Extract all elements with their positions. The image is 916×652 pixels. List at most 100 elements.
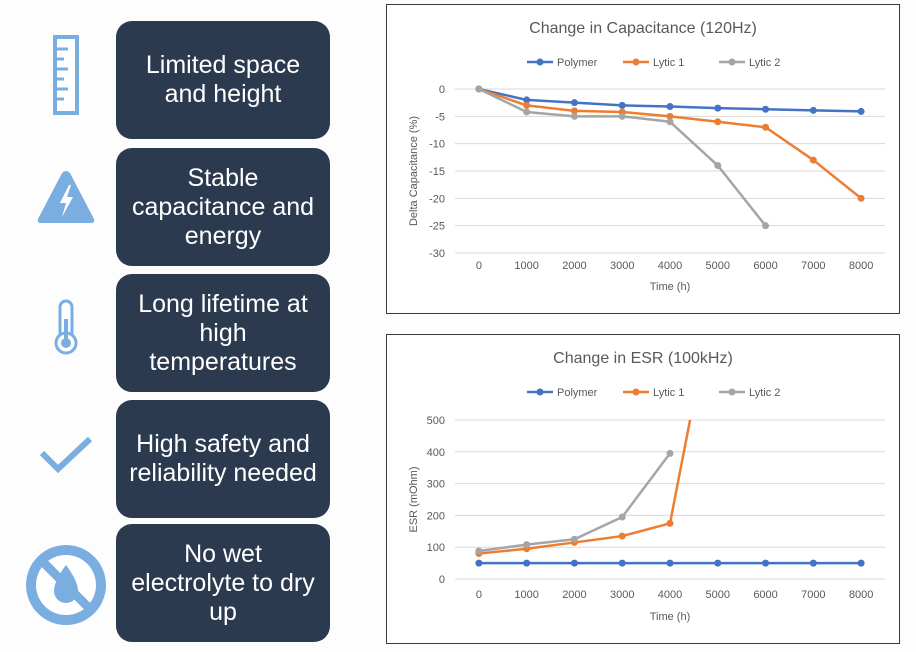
data-point-lytic-1-8 — [857, 194, 865, 202]
data-point-lytic-2-3 — [618, 112, 626, 120]
chart-title: Change in Capacitance (120Hz) — [529, 20, 757, 37]
data-point-lytic-2-6 — [762, 222, 770, 230]
data-point-lytic-2-1 — [523, 108, 531, 116]
data-point-polymer-2 — [570, 99, 578, 107]
series-line-lytic-1 — [478, 419, 692, 555]
x-tick-label-7: 7000 — [801, 589, 825, 601]
y-tick-label-2: -10 — [429, 139, 445, 151]
capacitance-chart: Change in Capacitance (120Hz) Polymer Lyti… — [408, 20, 885, 293]
legend-label-1: Lytic 1 — [653, 387, 684, 399]
data-point-polymer-7 — [809, 106, 817, 114]
feature-long-lifetime: Long lifetime at high temperatures — [116, 274, 330, 392]
x-tick-label-5: 5000 — [706, 589, 730, 601]
data-point-polymer-2 — [570, 559, 578, 567]
y-tick-label-3: 300 — [427, 479, 445, 491]
x-tick-label-8: 8000 — [849, 589, 873, 601]
data-point-lytic-1-6 — [762, 123, 770, 131]
esr-chart-frame: Change in ESR (100kHz) Polymer Lytic 1 Lyti… — [386, 334, 900, 644]
data-point-lytic-1-4 — [666, 112, 674, 120]
data-point-polymer-8 — [857, 107, 865, 115]
legend-marker-1 — [632, 58, 640, 66]
x-axis-label: Time (h) — [650, 611, 691, 623]
y-tick-label-1: -5 — [435, 111, 445, 123]
y-axis-label: Delta Capacitance (%) — [408, 116, 420, 226]
y-tick-label-0: 0 — [439, 574, 445, 586]
x-tick-label-4: 4000 — [658, 589, 682, 601]
feature-no-wet-electrolyte: No wet electrolyte to dry up — [116, 524, 330, 642]
legend-label-2: Lytic 2 — [749, 57, 780, 69]
no-liquid-drop-icon — [24, 540, 108, 630]
data-point-lytic-2-4 — [666, 449, 674, 457]
x-tick-label-7: 7000 — [801, 260, 825, 272]
y-axis-label: ESR (mOhm) — [408, 467, 420, 533]
x-tick-label-1: 1000 — [514, 589, 538, 601]
x-tick-label-5: 5000 — [706, 260, 730, 272]
x-tick-label-3: 3000 — [610, 260, 634, 272]
y-tick-label-0: 0 — [439, 84, 445, 96]
legend-marker-2 — [728, 388, 736, 396]
x-tick-label-0: 0 — [476, 260, 482, 272]
x-tick-label-6: 6000 — [753, 260, 777, 272]
data-point-polymer-6 — [762, 559, 770, 567]
feature-text: High safety and reliability needed — [129, 430, 317, 487]
legend-label-0: Polymer — [557, 57, 598, 69]
data-point-polymer-4 — [666, 559, 674, 567]
data-point-polymer-3 — [618, 101, 626, 109]
data-point-lytic-2-1 — [523, 541, 531, 549]
x-tick-label-8: 8000 — [849, 260, 873, 272]
checkmark-icon — [24, 410, 108, 500]
data-point-lytic-2-5 — [714, 162, 722, 170]
data-point-lytic-2-2 — [570, 112, 578, 120]
y-tick-label-5: -25 — [429, 221, 445, 233]
data-point-lytic-1-1 — [523, 101, 531, 109]
esr-chart: Change in ESR (100kHz) Polymer Lytic 1 Lyti… — [408, 350, 885, 623]
data-point-polymer-4 — [666, 102, 674, 110]
data-point-lytic-1-7 — [809, 156, 817, 164]
feature-text: Limited space and height — [145, 51, 301, 108]
data-point-lytic-2-3 — [618, 513, 626, 521]
data-point-polymer-7 — [809, 559, 817, 567]
legend-marker-1 — [632, 388, 640, 396]
legend-label-2: Lytic 2 — [749, 387, 780, 399]
y-tick-label-4: -20 — [429, 193, 445, 205]
feature-text: No wet electrolyte to dry up — [131, 539, 315, 626]
data-point-polymer-6 — [762, 105, 770, 113]
x-tick-label-0: 0 — [476, 589, 482, 601]
x-tick-label-2: 2000 — [562, 589, 586, 601]
ruler-icon — [24, 30, 108, 120]
data-point-lytic-2-0 — [475, 85, 483, 93]
x-tick-label-6: 6000 — [753, 589, 777, 601]
data-point-polymer-0 — [475, 559, 483, 567]
x-tick-label-1: 1000 — [514, 260, 538, 272]
y-tick-label-5: 500 — [427, 415, 445, 427]
feature-stable-capacitance: Stable capacitance and energy — [116, 148, 330, 266]
y-tick-label-3: -15 — [429, 166, 445, 178]
x-tick-label-3: 3000 — [610, 589, 634, 601]
data-point-polymer-5 — [714, 104, 722, 112]
chart-title: Change in ESR (100kHz) — [553, 350, 733, 367]
x-axis-label: Time (h) — [650, 281, 691, 293]
feature-text: Stable capacitance and energy — [131, 163, 315, 250]
data-point-lytic-1-3 — [618, 532, 626, 540]
data-point-lytic-1-4 — [666, 519, 674, 527]
legend-marker-0 — [536, 388, 544, 396]
legend-label-0: Polymer — [557, 387, 598, 399]
y-tick-label-4: 400 — [427, 447, 445, 459]
data-point-polymer-5 — [714, 559, 722, 567]
warning-triangle-bolt-icon — [24, 152, 108, 242]
y-tick-label-2: 200 — [427, 510, 445, 522]
data-point-polymer-8 — [857, 559, 865, 567]
legend-marker-0 — [536, 58, 544, 66]
feature-limited-space: Limited space and height — [116, 21, 330, 139]
data-point-polymer-3 — [618, 559, 626, 567]
capacitance-chart-frame: Change in Capacitance (120Hz) Polymer Lyti… — [386, 4, 900, 314]
data-point-lytic-1-5 — [714, 118, 722, 126]
x-tick-label-4: 4000 — [658, 260, 682, 272]
feature-high-safety: High safety and reliability needed — [116, 400, 330, 518]
data-point-lytic-2-2 — [570, 535, 578, 543]
data-point-polymer-1 — [523, 96, 531, 104]
legend-marker-2 — [728, 58, 736, 66]
data-point-lytic-2-4 — [666, 118, 674, 126]
thermometer-icon — [24, 282, 108, 372]
data-point-lytic-1-2 — [570, 107, 578, 115]
